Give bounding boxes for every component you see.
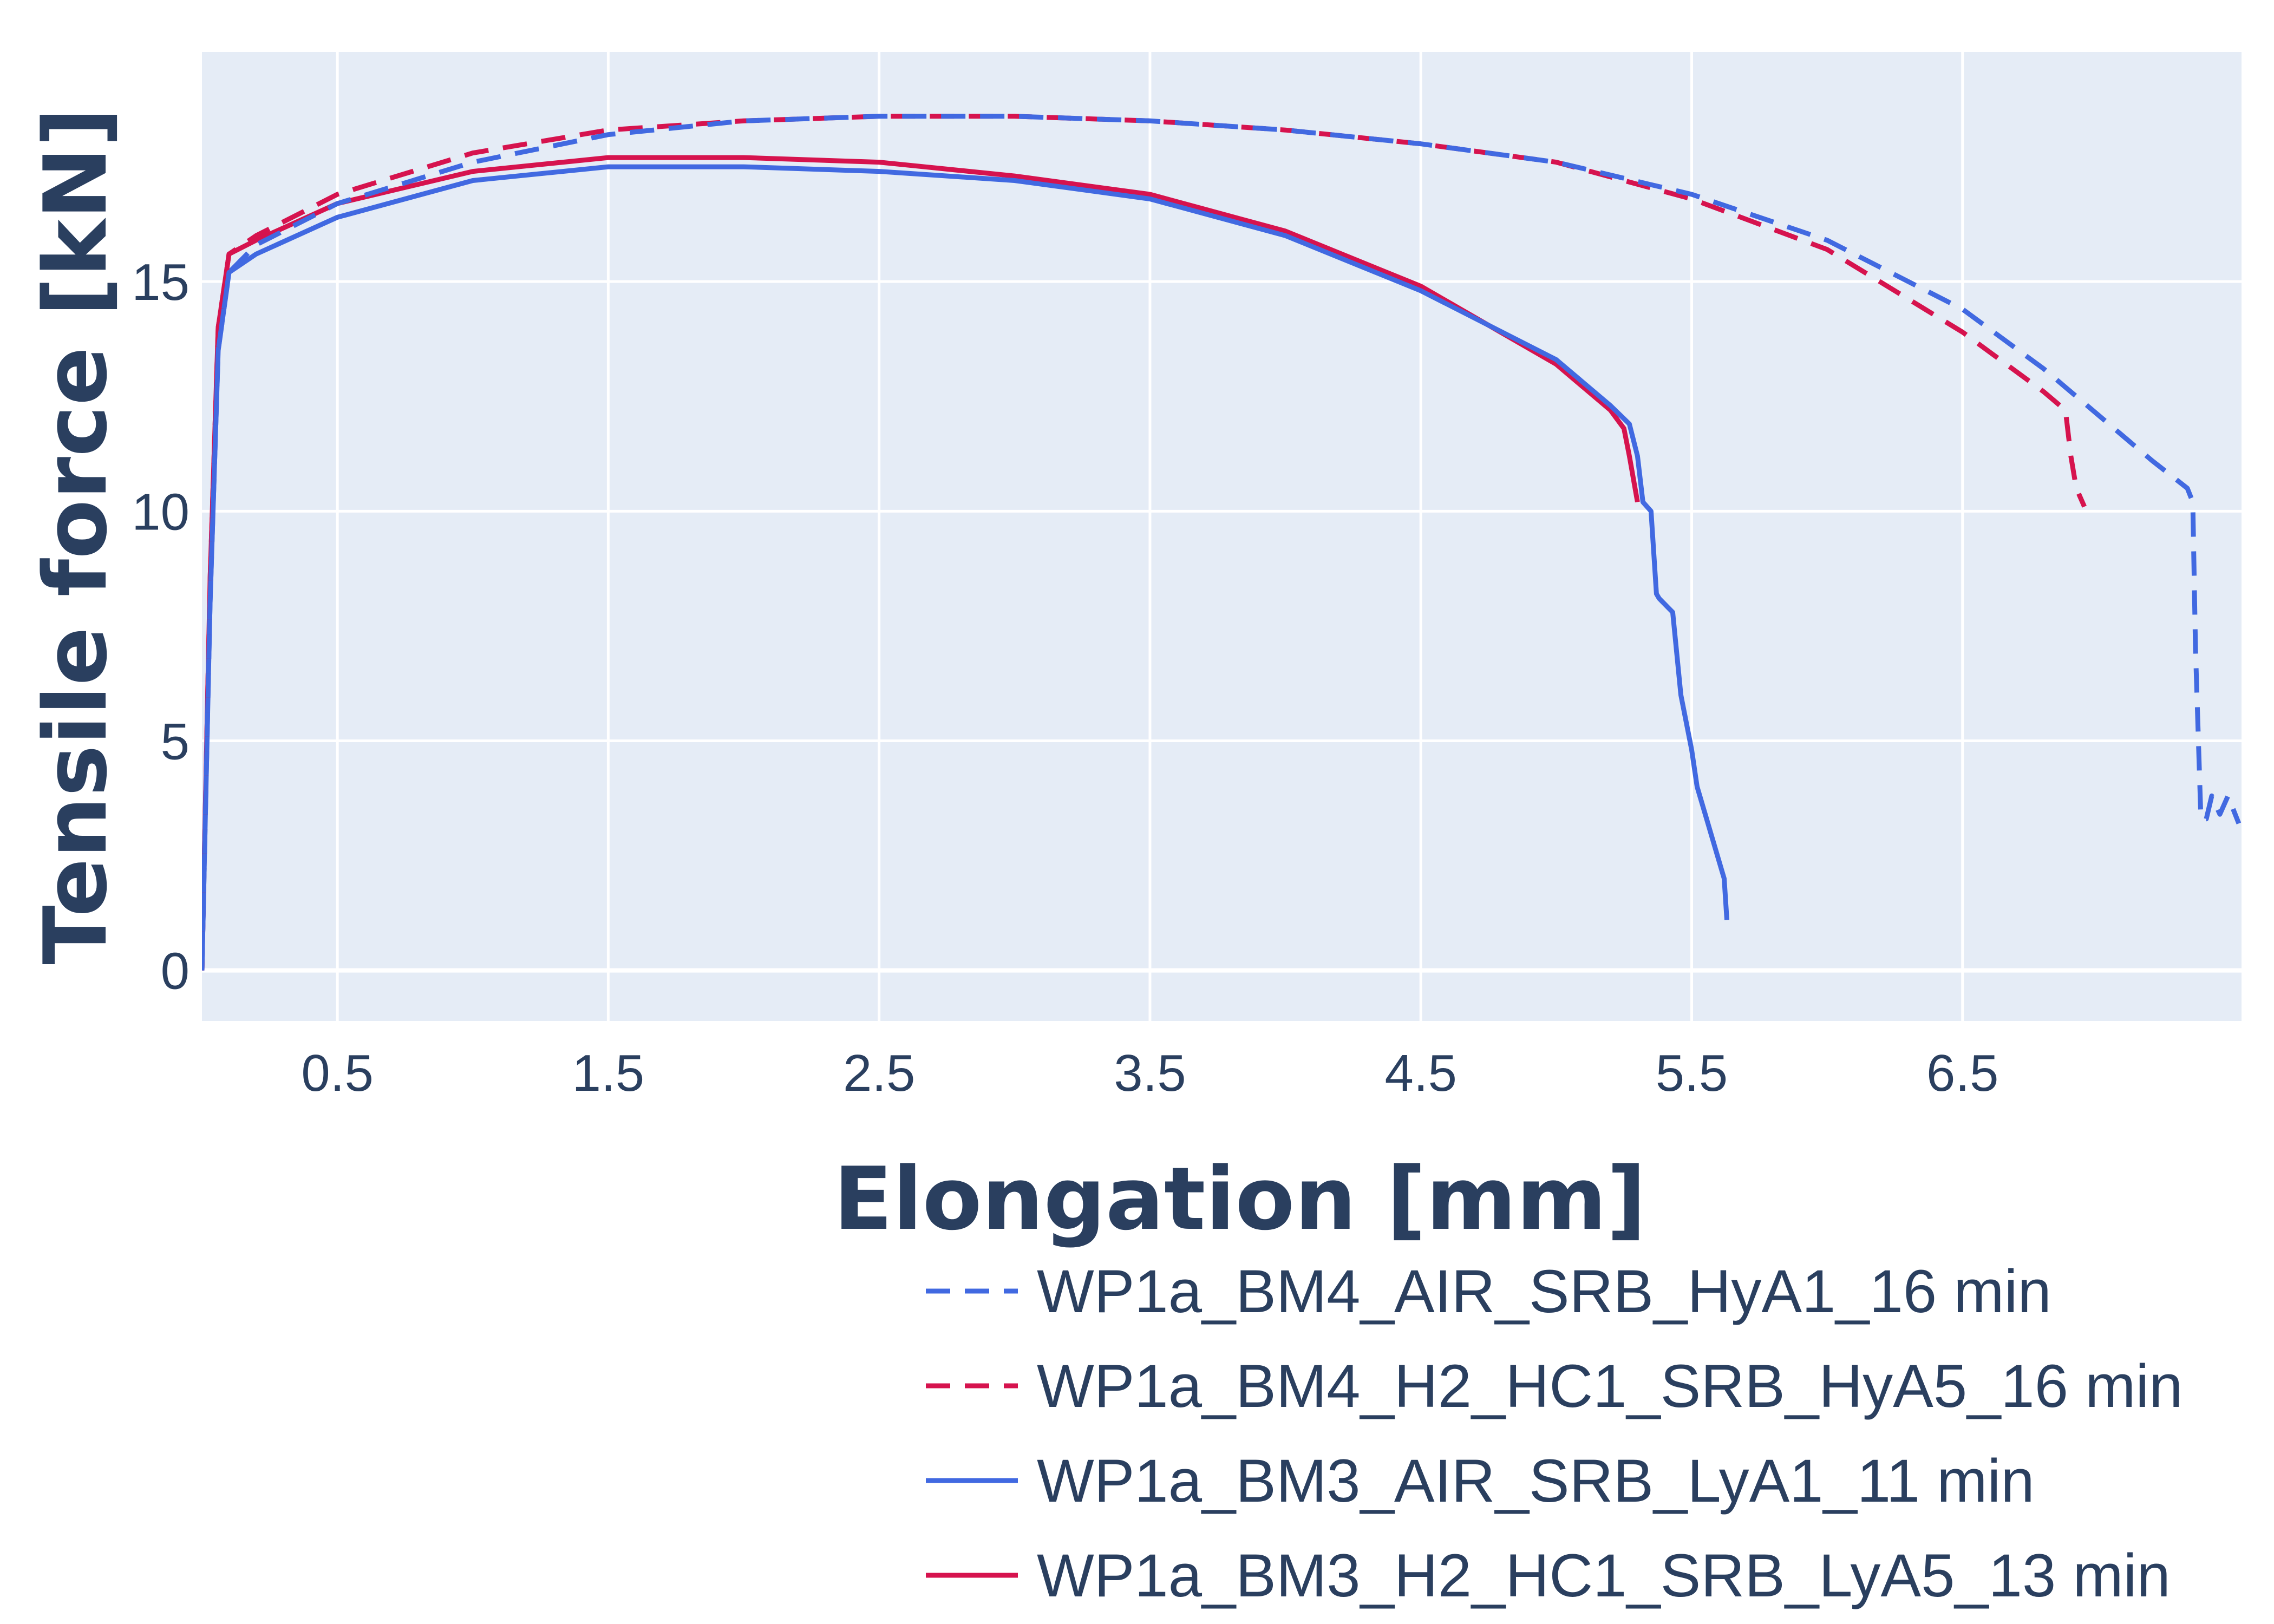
x-axis-tick-labels: 0.5 1.5 2.5 3.5 4.5 5.5 6.5	[301, 1044, 1998, 1102]
gridlines	[202, 52, 2242, 1021]
x-tick-label: 6.5	[1926, 1044, 1998, 1102]
legend: WP1a_BM4_AIR_SRB_HyA1_16 min WP1a_BM4_H2_…	[926, 1258, 2183, 1609]
x-tick-label: 2.5	[843, 1044, 915, 1102]
plot-traces	[202, 114, 2242, 971]
x-tick-label: 4.5	[1384, 1044, 1456, 1102]
y-axis-title: Tensile force [kN]	[25, 107, 126, 965]
legend-label-3: WP1a_BM3_AIR_SRB_LyA1_11 min	[1037, 1447, 2035, 1515]
x-tick-label: 3.5	[1114, 1044, 1186, 1102]
plot-area	[202, 52, 2242, 1021]
y-axis-tick-labels: 0 5 10 15	[132, 253, 190, 1000]
series-line-3	[202, 164, 1729, 971]
legend-label-1: WP1a_BM4_AIR_SRB_HyA1_16 min	[1037, 1258, 2051, 1325]
legend-label-4: WP1a_BM3_H2_HC1_SRB_LyA5_13 min	[1037, 1542, 2171, 1609]
x-axis-title: Elongation [mm]	[833, 1148, 1646, 1249]
y-tick-label: 5	[161, 713, 190, 771]
series-line-2	[202, 114, 2087, 971]
x-tick-label: 1.5	[572, 1044, 644, 1102]
x-tick-label: 0.5	[301, 1044, 373, 1102]
legend-label-2: WP1a_BM4_H2_HC1_SRB_HyA5_16 min	[1037, 1352, 2183, 1420]
series-line-1	[202, 114, 2242, 971]
x-tick-label: 5.5	[1656, 1044, 1728, 1102]
y-tick-label: 15	[132, 253, 190, 311]
y-tick-label: 0	[161, 942, 190, 1000]
y-tick-label: 10	[132, 483, 190, 541]
